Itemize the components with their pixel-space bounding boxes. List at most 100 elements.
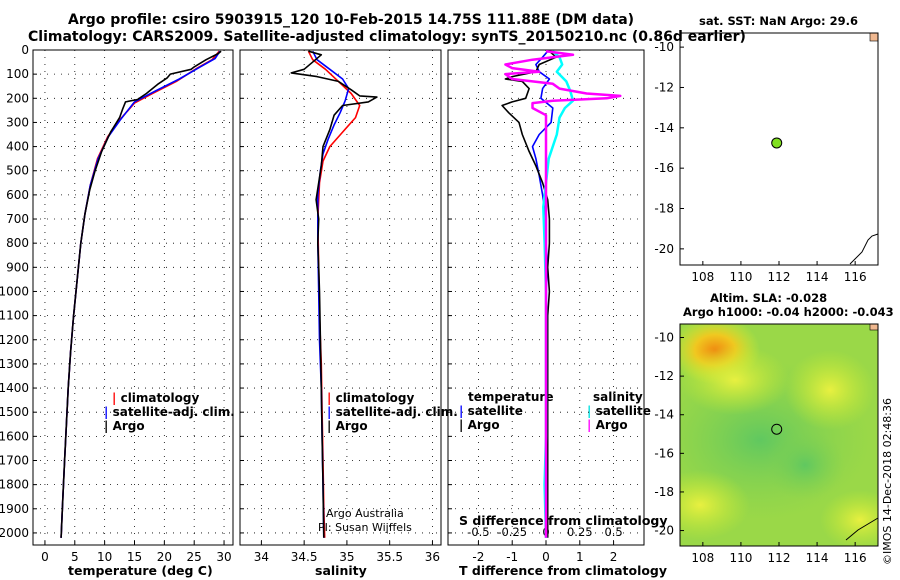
sla-map-y-tick-label: -16 — [654, 446, 674, 460]
depth-tick-label: 1000 — [0, 284, 29, 298]
depth-tick-label: 1700 — [0, 453, 29, 467]
depth-tick-label: 600 — [6, 188, 29, 202]
depth-tick-label: 1600 — [0, 429, 29, 443]
depth-tick-label: 2000 — [0, 526, 29, 540]
sla-map-x-tick-label: 116 — [844, 551, 867, 565]
temp-legend-climatology: | climatology — [112, 391, 200, 405]
sal-legend-climatology: | climatology — [327, 391, 415, 405]
salinity-panel-frame — [239, 49, 442, 546]
diff-legend-temperature-title: temperature — [468, 390, 554, 404]
salinity-axis-label: salinity — [315, 563, 367, 578]
s-difference-axis-label: S difference from climatology — [459, 513, 668, 528]
sla-map-y-tick-label: -10 — [654, 331, 674, 345]
sla-map-x-tick-label: 108 — [691, 551, 714, 565]
temperature-x-tick-label: 30 — [216, 550, 231, 564]
sst-map-y-tick-label: -14 — [654, 121, 674, 135]
s-difference-tick-label: -0.5 — [467, 525, 489, 539]
depth-tick-label: 1500 — [0, 405, 29, 419]
difference-x-tick-label: -1 — [506, 550, 518, 564]
s-difference-tick-label: 0.5 — [604, 525, 622, 539]
temperature-axis-label: temperature (deg C) — [68, 563, 213, 578]
diff-legend-salinity-title: salinity — [593, 390, 643, 404]
t-difference-axis-label: T difference from climatology — [459, 563, 668, 578]
sst-map-frame — [679, 32, 879, 266]
diff-legend-t-argo: | Argo — [459, 418, 500, 432]
salinity-x-tick-label: 35.5 — [376, 550, 403, 564]
sla-map-y-tick-label: -18 — [654, 485, 674, 499]
sst-map-x-tick-label: 108 — [691, 270, 714, 284]
sla-map-y-tick-label: -20 — [654, 524, 674, 538]
depth-tick-label: 900 — [6, 260, 29, 274]
depth-tick-label: 700 — [6, 212, 29, 226]
sla-map-x-tick-label: 110 — [729, 551, 752, 565]
sst-map-x-tick-label: 114 — [806, 270, 829, 284]
sla-map-title-line2: Argo h1000: -0.04 h2000: -0.043 — [683, 305, 894, 319]
depth-tick-label: 300 — [6, 115, 29, 129]
coastline — [845, 32, 879, 541]
depth-tick-label: 500 — [6, 164, 29, 178]
temperature-panel-frame — [32, 49, 234, 546]
difference-x-tick-label: -2 — [472, 550, 484, 564]
sla-map-x-tick-label: 114 — [806, 551, 829, 565]
salinity-series-argo — [290, 50, 378, 538]
sla-map-x-tick-label: 112 — [768, 551, 791, 565]
sla-map-y-tick-label: -14 — [654, 408, 674, 422]
depth-tick-label: 1100 — [0, 309, 29, 323]
sla-map-argo-location-marker — [771, 423, 783, 435]
sst-map-x-tick-label: 116 — [844, 270, 867, 284]
sst-map-x-tick-label: 112 — [768, 270, 791, 284]
credit-line1: Argo Australia — [326, 507, 404, 520]
chart-title-line1: Argo profile: csiro 5903915_120 10-Feb-2… — [68, 12, 635, 28]
sst-map-y-tick-label: -18 — [654, 202, 674, 216]
sst-map-y-tick-label: -16 — [654, 161, 674, 175]
depth-tick-label: 1300 — [0, 357, 29, 371]
difference-x-tick-label: 1 — [576, 550, 584, 564]
salinity-x-tick-label: 35 — [339, 550, 354, 564]
depth-tick-label: 1800 — [0, 478, 29, 492]
difference-x-tick-label: 0 — [542, 550, 550, 564]
sst-map-y-tick-label: -10 — [654, 40, 674, 54]
depth-tick-label: 1900 — [0, 502, 29, 516]
sal-legend-argo: | Argo — [327, 419, 368, 433]
sst-map-title: sat. SST: NaN Argo: 29.6 — [699, 14, 859, 28]
depth-tick-label: 0 — [21, 43, 29, 57]
s-difference-tick-label: 0.25 — [567, 525, 593, 539]
depth-tick-label: 200 — [6, 91, 29, 105]
chart-title-line2: Climatology: CARS2009. Satellite-adjuste… — [28, 29, 746, 45]
depth-tick-label: 1400 — [0, 381, 29, 395]
sla-map-title-line1: Altim. SLA: -0.028 — [710, 291, 828, 305]
temperature-x-tick-label: 20 — [157, 550, 172, 564]
sst-map-argo-location-marker — [771, 137, 783, 149]
sla-heatmap — [680, 324, 878, 546]
difference-series-s-argo — [504, 50, 622, 538]
depth-tick-label: 800 — [6, 236, 29, 250]
temperature-x-tick-label: 15 — [127, 550, 142, 564]
depth-tick-label: 100 — [6, 67, 29, 81]
sal-legend-satellite: | satellite-adj. clim. — [327, 405, 458, 419]
salinity-x-tick-label: 34 — [254, 550, 269, 564]
temperature-series-climatology — [60, 50, 220, 538]
salinity-x-tick-label: 34.5 — [291, 550, 318, 564]
difference-series-t-argo — [501, 50, 557, 538]
sst-map-y-tick-label: -12 — [654, 80, 674, 94]
sst-map-y-tick-label: -20 — [654, 242, 674, 256]
temperature-series-satellite-adj-clim- — [60, 50, 221, 538]
temperature-series-argo — [60, 50, 222, 538]
depth-tick-label: 1200 — [0, 333, 29, 347]
temperature-x-tick-label: 5 — [71, 550, 79, 564]
s-difference-tick-label: -0.25 — [497, 525, 527, 539]
temperature-x-tick-label: 0 — [41, 550, 49, 564]
diff-legend-s-satellite: | satellite — [587, 404, 651, 418]
difference-x-tick-label: 2 — [610, 550, 618, 564]
diff-legend-s-argo: | Argo — [587, 418, 628, 432]
temp-legend-argo: | Argo — [104, 419, 145, 433]
sst-map-x-tick-label: 110 — [729, 270, 752, 284]
salinity-x-tick-label: 36 — [425, 550, 440, 564]
sla-map-y-tick-label: -12 — [654, 369, 674, 383]
temperature-x-tick-label: 10 — [97, 550, 112, 564]
diff-legend-t-satellite: | satellite — [459, 404, 523, 418]
depth-tick-label: 400 — [6, 140, 29, 154]
credit-line2: PI: Susan Wijffels — [318, 521, 412, 534]
temperature-x-tick-label: 25 — [187, 550, 202, 564]
